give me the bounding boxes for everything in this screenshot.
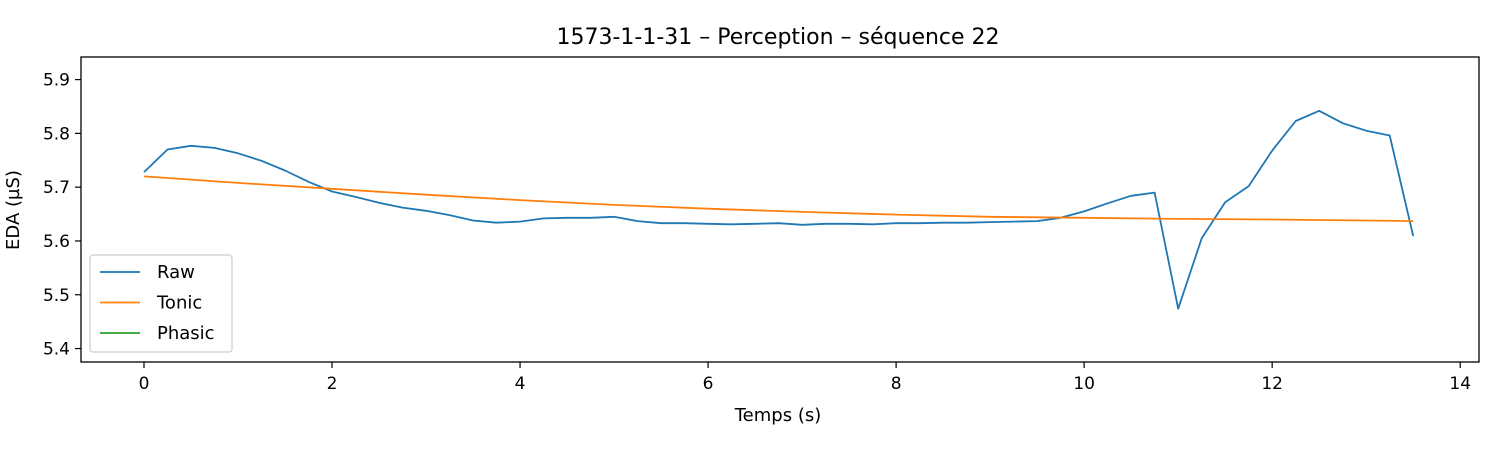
y-tick-label: 5.5 — [43, 286, 70, 306]
x-tick-label: 6 — [703, 374, 714, 394]
y-tick-label: 5.6 — [43, 232, 70, 252]
legend-label-phasic: Phasic — [157, 323, 215, 344]
x-axis: 0 2 4 6 8 10 12 14 — [139, 362, 1471, 394]
y-tick-label: 5.7 — [43, 178, 70, 198]
legend: Raw Tonic Phasic — [89, 254, 233, 353]
plot-area — [80, 56, 1480, 363]
x-tick-label: 14 — [1449, 374, 1471, 394]
x-axis-label: Temps (s) — [734, 405, 822, 426]
legend-frame — [89, 254, 233, 353]
y-axis-label: EDA (µS) — [3, 170, 24, 250]
y-tick-label: 5.9 — [43, 71, 70, 91]
x-tick-label: 2 — [327, 374, 338, 394]
y-tick-label: 5.8 — [43, 124, 70, 144]
y-tick-label: 5.4 — [43, 340, 70, 360]
x-tick-label: 10 — [1073, 374, 1095, 394]
x-tick-label: 4 — [515, 374, 526, 394]
x-tick-label: 12 — [1261, 374, 1283, 394]
series-lines — [143, 109, 1415, 310]
chart-title: 1573-1-1-31 – Perception – séquence 22 — [556, 25, 999, 50]
y-axis: 5.4 5.5 5.6 5.7 5.8 5.9 — [43, 71, 81, 360]
x-tick-label: 8 — [891, 374, 902, 394]
x-tick-label: 0 — [139, 374, 150, 394]
legend-label-raw: Raw — [157, 262, 195, 283]
series-line-tonic — [143, 175, 1414, 222]
series-line-raw — [143, 109, 1415, 310]
legend-label-tonic: Tonic — [156, 293, 202, 314]
